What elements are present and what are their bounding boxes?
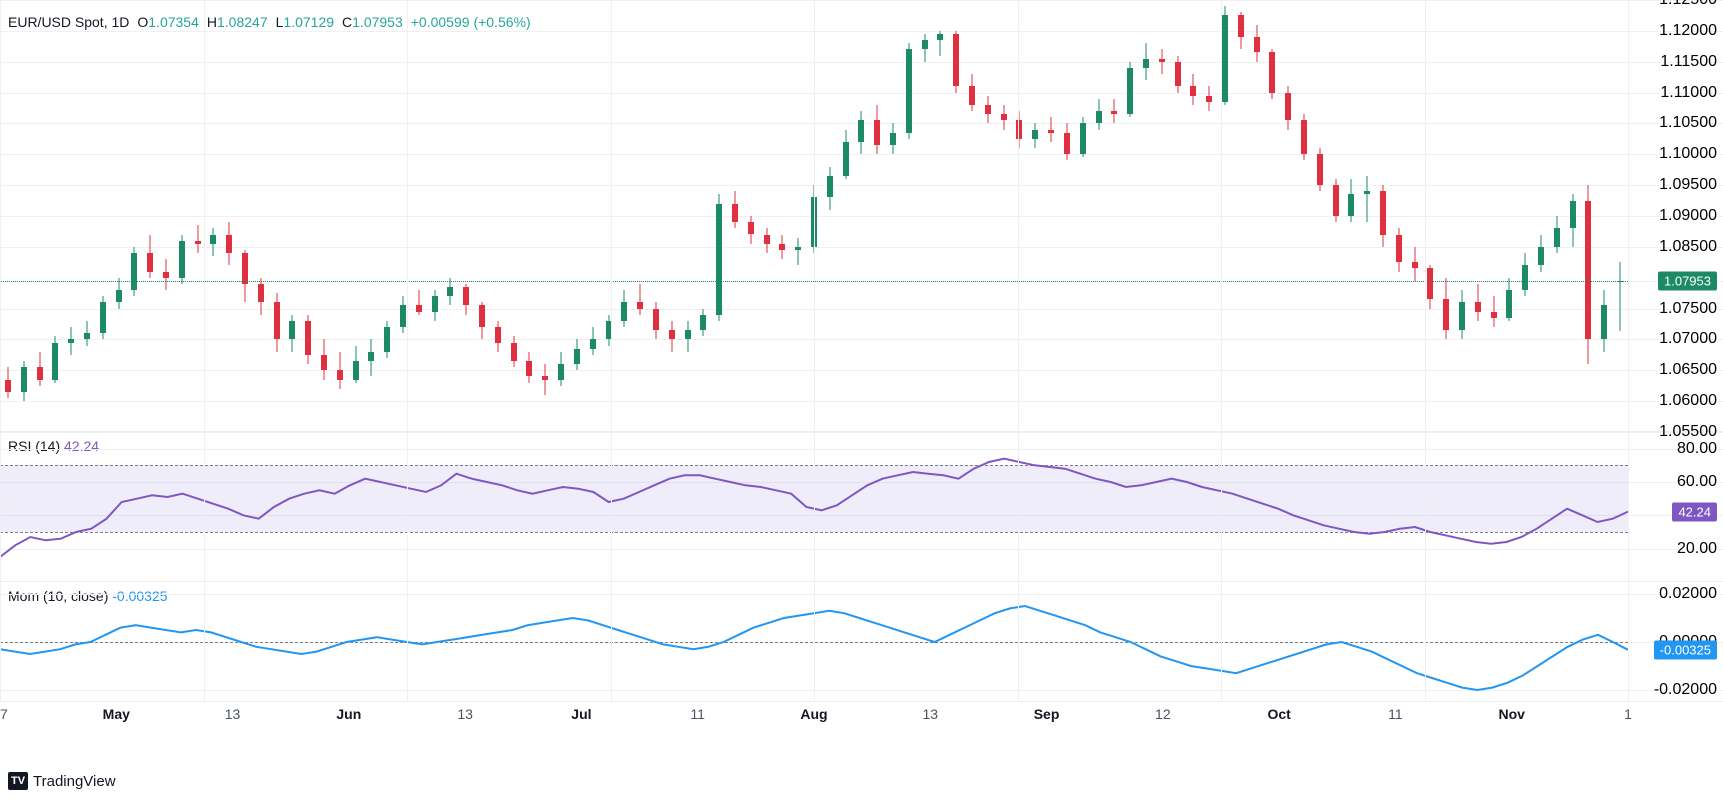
x-axis-tick: 17 xyxy=(0,706,8,722)
x-axis-tick: 13 xyxy=(922,706,938,722)
rsi-value-tag: 42.24 xyxy=(1672,502,1717,521)
x-axis-tick: Sep xyxy=(1034,706,1060,722)
rsi-axis-tick: 20.00 xyxy=(1677,540,1717,558)
price-vertical-gridline xyxy=(1628,0,1629,431)
x-axis-tick: Oct xyxy=(1267,706,1290,722)
price-panel: EUR/USD Spot, 1D O1.07354 H1.08247 L1.07… xyxy=(0,0,1723,432)
price-vertical-gridline xyxy=(611,0,612,431)
price-vertical-gridline xyxy=(204,0,205,431)
rsi-vertical-gridline xyxy=(204,432,205,581)
price-gridline xyxy=(0,0,1723,1)
x-axis-tick: Jul xyxy=(571,706,591,722)
mom-vertical-gridline xyxy=(407,582,408,701)
symbol-label: EUR/USD Spot, 1D xyxy=(8,14,129,30)
chart-legend: EUR/USD Spot, 1D O1.07354 H1.08247 L1.07… xyxy=(8,14,531,30)
price-vertical-gridline xyxy=(814,0,815,431)
rsi-vertical-gridline xyxy=(0,432,1,581)
price-axis-tick: 1.12000 xyxy=(1659,22,1717,40)
x-axis-tick: Jun xyxy=(336,706,361,722)
price-vertical-gridline xyxy=(1018,0,1019,431)
rsi-vertical-gridline xyxy=(1425,432,1426,581)
price-gridline xyxy=(0,31,1723,32)
price-gridline xyxy=(0,370,1723,371)
rsi-vertical-gridline xyxy=(1628,432,1629,581)
x-axis-tick: 12 xyxy=(1155,706,1171,722)
price-axis-tick: 1.11000 xyxy=(1660,84,1717,102)
mom-vertical-gridline xyxy=(814,582,815,701)
x-axis-tick: 13 xyxy=(457,706,473,722)
price-axis-tick: 1.06000 xyxy=(1659,392,1717,410)
mom-vertical-gridline xyxy=(1425,582,1426,701)
price-axis-tick: 1.12500 xyxy=(1659,0,1717,9)
x-axis-labels: 17May13Jun13Jul11Aug13Sep12Oct11Nov1 xyxy=(0,702,1628,732)
change-value: +0.00599 (+0.56%) xyxy=(411,14,531,30)
mom-value-tag: -0.00325 xyxy=(1654,640,1717,659)
mom-vertical-gridline xyxy=(1628,582,1629,701)
mom-axis-tick: -0.02000 xyxy=(1654,681,1717,699)
mom-vertical-gridline xyxy=(1018,582,1019,701)
price-axis-tick: 1.09500 xyxy=(1659,176,1717,194)
price-axis-tick: 1.11500 xyxy=(1660,53,1717,71)
rsi-axis-tick: 80.00 xyxy=(1677,440,1717,458)
x-axis-tick: 11 xyxy=(1388,706,1403,722)
price-vertical-gridline xyxy=(0,0,1,431)
rsi-vertical-gridline xyxy=(611,432,612,581)
mom-vertical-gridline xyxy=(611,582,612,701)
price-gridline xyxy=(0,216,1723,217)
tradingview-brand-label: TradingView xyxy=(33,773,116,790)
rsi-vertical-gridline xyxy=(407,432,408,581)
price-axis-tick: 1.09000 xyxy=(1659,207,1717,225)
mom-axis-tick: 0.02000 xyxy=(1659,585,1717,603)
price-gridline xyxy=(0,401,1723,402)
price-gridline xyxy=(0,154,1723,155)
price-gridline xyxy=(0,339,1723,340)
momentum-panel: Mom (10, close) -0.00325 0.020000.00000-… xyxy=(0,582,1723,702)
x-axis-tick: 11 xyxy=(690,706,705,722)
rsi-axis-tick: 60.00 xyxy=(1677,473,1717,491)
mom-vertical-gridline xyxy=(204,582,205,701)
price-axis-tick: 1.07000 xyxy=(1659,330,1717,348)
rsi-vertical-gridline xyxy=(1018,432,1019,581)
tradingview-logo-icon: TV xyxy=(8,772,28,790)
current-price-tag: 1.07953 xyxy=(1658,271,1717,290)
price-axis-tick: 1.07500 xyxy=(1659,300,1717,318)
price-gridline xyxy=(0,185,1723,186)
tradingview-chart-app: EUR/USD Spot, 1D O1.07354 H1.08247 L1.07… xyxy=(0,0,1723,803)
price-gridline xyxy=(0,93,1723,94)
price-axis-tick: 1.10500 xyxy=(1659,114,1717,132)
x-axis-tick: Aug xyxy=(800,706,827,722)
mom-vertical-gridline xyxy=(1221,582,1222,701)
price-gridline xyxy=(0,62,1723,63)
price-gridline xyxy=(0,247,1723,248)
x-axis-tick: Nov xyxy=(1498,706,1524,722)
mom-vertical-gridline xyxy=(0,582,1,701)
price-vertical-gridline xyxy=(407,0,408,431)
rsi-vertical-gridline xyxy=(814,432,815,581)
price-axis-tick: 1.10000 xyxy=(1659,145,1717,163)
price-vertical-gridline xyxy=(1221,0,1222,431)
x-axis-tick: 13 xyxy=(225,706,241,722)
price-axis-tick: 1.06500 xyxy=(1659,361,1717,379)
price-axis-tick: 1.08500 xyxy=(1659,238,1717,256)
price-vertical-gridline xyxy=(1425,0,1426,431)
tradingview-attribution: TV TradingView xyxy=(8,772,116,790)
rsi-vertical-gridline xyxy=(1221,432,1222,581)
x-axis-tick: May xyxy=(103,706,130,722)
x-axis-tick: 1 xyxy=(1624,706,1632,722)
